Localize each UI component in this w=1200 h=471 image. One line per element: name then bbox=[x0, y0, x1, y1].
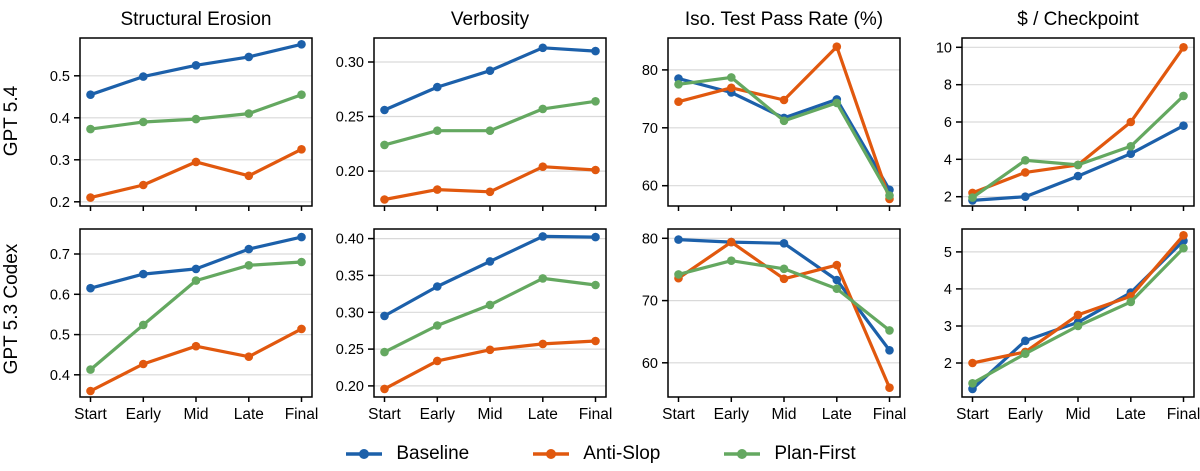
svg-text:5: 5 bbox=[944, 245, 952, 261]
row-label-gpt-5-3-codex: GPT 5.3 Codex bbox=[1, 243, 22, 375]
charts-row-gpt-5-3-codex: 0.4 0.5 0.6 0.7 Start Early Mid Late Final 0.20 0… bbox=[24, 225, 1200, 430]
svg-text:0.25: 0.25 bbox=[336, 110, 364, 126]
svg-text:Start: Start bbox=[368, 406, 401, 423]
svg-text:Start: Start bbox=[662, 406, 695, 423]
svg-text:80: 80 bbox=[642, 231, 658, 247]
svg-text:0.5: 0.5 bbox=[50, 69, 70, 85]
svg-text:70: 70 bbox=[642, 121, 658, 137]
svg-text:60: 60 bbox=[642, 356, 658, 372]
legend: Baseline Anti-Slop Plan-First bbox=[0, 436, 1200, 471]
svg-text:Early: Early bbox=[420, 406, 456, 423]
svg-text:Mid: Mid bbox=[478, 406, 503, 423]
svg-text:Mid: Mid bbox=[1066, 406, 1091, 423]
svg-text:70: 70 bbox=[642, 294, 658, 310]
svg-text:Late: Late bbox=[528, 406, 558, 423]
svg-text:6: 6 bbox=[944, 115, 952, 131]
legend-item-baseline: Baseline bbox=[344, 443, 469, 465]
legend-item-plan-first: Plan-First bbox=[722, 443, 856, 465]
svg-text:60: 60 bbox=[642, 179, 658, 195]
svg-text:0.7: 0.7 bbox=[50, 247, 70, 263]
svg-text:0.30: 0.30 bbox=[336, 55, 364, 71]
svg-text:3: 3 bbox=[944, 319, 952, 335]
line-chart-verbosity-gpt-5-3-codex: 0.20 0.25 0.30 0.35 0.40 Start Early Mid Late Fin… bbox=[336, 228, 612, 423]
legend-label-anti-slop: Anti-Slop bbox=[583, 443, 661, 464]
svg-text:Final: Final bbox=[579, 406, 612, 423]
column-title-dollar-per-checkpoint: $ / Checkpoint bbox=[1017, 9, 1139, 30]
svg-text:Late: Late bbox=[822, 406, 852, 423]
svg-text:Mid: Mid bbox=[772, 406, 797, 423]
svg-text:Late: Late bbox=[234, 406, 264, 423]
svg-text:0.3: 0.3 bbox=[50, 153, 70, 169]
svg-text:0.4: 0.4 bbox=[50, 111, 70, 127]
column-title-iso-test-pass-rate: Iso. Test Pass Rate (%) bbox=[684, 9, 884, 30]
svg-text:Early: Early bbox=[714, 406, 750, 423]
svg-text:0.2: 0.2 bbox=[50, 195, 70, 211]
svg-text:4: 4 bbox=[944, 152, 952, 168]
line-chart-dollar-per-checkpoint-gpt-5-3-codex: 2 3 4 5 Start Early Mid Late Final bbox=[944, 228, 1200, 423]
svg-text:80: 80 bbox=[642, 63, 658, 79]
line-chart-structural-erosion-gpt-5-4: 0.2 0.3 0.4 0.5 bbox=[50, 37, 313, 211]
svg-text:Start: Start bbox=[74, 406, 107, 423]
svg-text:Mid: Mid bbox=[184, 406, 209, 423]
svg-text:Start: Start bbox=[956, 406, 989, 423]
svg-text:0.20: 0.20 bbox=[336, 164, 364, 180]
line-chart-verbosity-gpt-5-4: 0.20 0.25 0.30 bbox=[336, 37, 607, 211]
line-chart-iso-test-pass-rate-gpt-5-3-codex: 60 70 80 Start Early Mid Late Final bbox=[642, 228, 906, 423]
line-chart-dollar-per-checkpoint-gpt-5-4: 2 4 6 8 10 bbox=[936, 37, 1195, 211]
svg-text:Early: Early bbox=[126, 406, 162, 423]
svg-text:0.20: 0.20 bbox=[336, 379, 364, 395]
svg-text:2: 2 bbox=[944, 190, 952, 206]
baseline-line-marker-icon bbox=[346, 449, 383, 459]
svg-text:0.4: 0.4 bbox=[50, 368, 70, 384]
svg-text:2: 2 bbox=[944, 356, 952, 372]
svg-text:Final: Final bbox=[873, 406, 906, 423]
svg-text:4: 4 bbox=[944, 282, 952, 298]
svg-text:Early: Early bbox=[1008, 406, 1044, 423]
column-title-structural-erosion: Structural Erosion bbox=[120, 9, 272, 30]
column-titles: Structural Erosion Verbosity Iso. Test P… bbox=[24, 6, 1200, 34]
svg-text:0.6: 0.6 bbox=[50, 287, 70, 303]
svg-text:Late: Late bbox=[1116, 406, 1146, 423]
svg-text:8: 8 bbox=[944, 78, 952, 94]
svg-text:Final: Final bbox=[285, 406, 318, 423]
row-label-gpt-5-4: GPT 5.4 bbox=[1, 85, 22, 157]
legend-label-plan-first: Plan-First bbox=[774, 443, 856, 464]
svg-text:0.40: 0.40 bbox=[336, 232, 364, 248]
column-title-verbosity: Verbosity bbox=[450, 9, 530, 30]
line-chart-iso-test-pass-rate-gpt-5-4: 60 70 80 bbox=[642, 37, 901, 211]
svg-text:0.35: 0.35 bbox=[336, 268, 364, 284]
svg-text:Final: Final bbox=[1167, 406, 1200, 423]
legend-item-anti-slop: Anti-Slop bbox=[531, 443, 660, 465]
legend-label-baseline: Baseline bbox=[396, 443, 470, 464]
line-chart-structural-erosion-gpt-5-3-codex: 0.4 0.5 0.6 0.7 Start Early Mid Late Final bbox=[50, 228, 318, 423]
charts-row-gpt-5-4: 0.2 0.3 0.4 0.5 0.20 0.25 0.30 60 70 80 2 4 6 8 10 bbox=[24, 34, 1200, 225]
svg-text:0.5: 0.5 bbox=[50, 328, 70, 344]
anti-slop-line-marker-icon bbox=[533, 449, 570, 459]
plan-first-line-marker-icon bbox=[724, 449, 761, 459]
svg-text:0.25: 0.25 bbox=[336, 342, 364, 358]
svg-text:10: 10 bbox=[936, 40, 952, 56]
svg-text:0.30: 0.30 bbox=[336, 305, 364, 321]
